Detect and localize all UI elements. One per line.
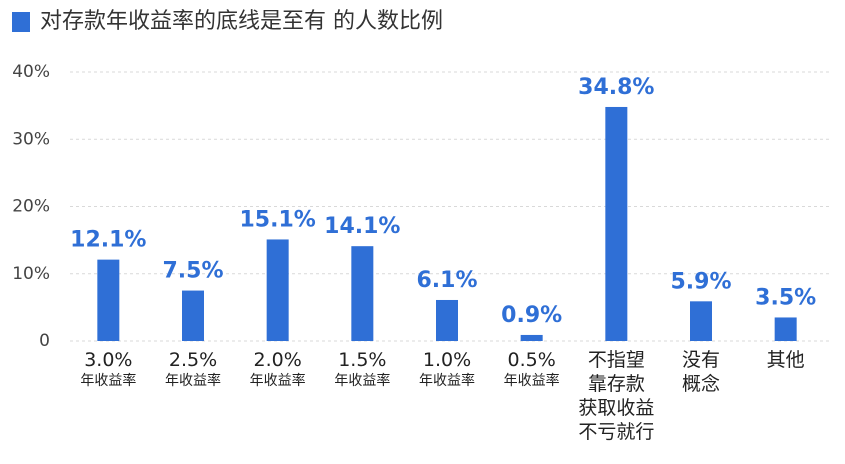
bar xyxy=(605,106,628,341)
value-label: 5.9% xyxy=(670,269,731,294)
y-tick-label: 10% xyxy=(12,264,50,284)
chart-title: 对存款年收益率的底线是至有 的人数比例 xyxy=(40,9,443,34)
value-label: 3.5% xyxy=(755,285,816,310)
x-tick-label: 不指望靠存款获取收益不亏就行 xyxy=(578,349,654,443)
value-label: 6.1% xyxy=(416,268,477,293)
bar xyxy=(436,299,458,341)
bar xyxy=(351,246,374,341)
bar xyxy=(690,301,712,341)
bar xyxy=(774,317,797,341)
title-marker xyxy=(12,12,30,32)
bar xyxy=(266,239,289,341)
y-tick-label: 30% xyxy=(12,129,50,149)
x-tick-label: 2.0%年收益率 xyxy=(250,349,306,390)
x-tick-label: 2.5%年收益率 xyxy=(165,349,221,390)
value-label: 34.8% xyxy=(578,75,654,100)
bar xyxy=(182,290,204,341)
x-tick-label: 0.5%年收益率 xyxy=(504,349,560,390)
value-label: 7.5% xyxy=(162,259,223,284)
x-tick-label: 没有概念 xyxy=(682,349,720,395)
value-label: 15.1% xyxy=(240,207,316,232)
value-label: 12.1% xyxy=(70,228,146,253)
x-tick-label: 3.0%年收益率 xyxy=(80,349,136,390)
y-tick-label: 20% xyxy=(12,197,50,217)
value-label: 0.9% xyxy=(501,303,562,328)
bar xyxy=(520,334,543,341)
x-tick-label: 1.5%年收益率 xyxy=(334,349,390,390)
y-tick-label: 0 xyxy=(39,331,50,351)
bar xyxy=(97,259,120,341)
x-tick-label: 1.0%年收益率 xyxy=(419,349,475,390)
x-tick-label: 其他 xyxy=(767,349,805,371)
y-tick-label: 40% xyxy=(12,62,50,82)
value-label: 14.1% xyxy=(324,214,400,239)
